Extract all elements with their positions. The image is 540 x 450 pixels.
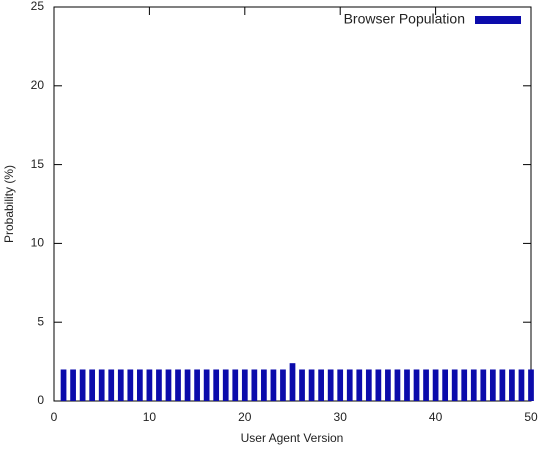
bar xyxy=(79,369,86,401)
bar xyxy=(146,369,153,401)
bar xyxy=(394,369,401,401)
legend-swatch xyxy=(475,16,521,24)
bar xyxy=(451,369,458,401)
bar xyxy=(404,369,410,401)
y-tick-label: 15 xyxy=(31,157,45,171)
bar xyxy=(232,369,239,401)
bar xyxy=(261,369,267,401)
bar xyxy=(184,369,191,401)
bar xyxy=(385,369,391,401)
bar xyxy=(108,369,115,401)
legend-label: Browser Population xyxy=(344,11,465,27)
bar xyxy=(165,369,172,401)
bar xyxy=(518,369,525,401)
y-tick-label: 25 xyxy=(31,0,45,13)
y-tick-label: 10 xyxy=(31,236,45,250)
bar xyxy=(280,369,286,401)
x-tick-label: 40 xyxy=(429,410,443,424)
x-tick-label: 0 xyxy=(51,410,58,424)
y-tick-label: 5 xyxy=(37,314,44,328)
plot-frame xyxy=(53,6,532,402)
bar xyxy=(98,369,105,401)
bar xyxy=(461,369,468,401)
bar xyxy=(375,369,382,401)
x-tick-label: 10 xyxy=(143,410,157,424)
bar xyxy=(423,369,429,401)
bar xyxy=(365,369,372,401)
bar xyxy=(509,369,515,401)
y-tick-label: 20 xyxy=(31,78,45,92)
bar xyxy=(499,369,506,401)
bar xyxy=(136,369,143,401)
bar xyxy=(327,369,334,401)
bar xyxy=(308,369,315,401)
bar xyxy=(117,369,124,401)
bar xyxy=(346,369,353,401)
bar xyxy=(203,369,210,401)
bar xyxy=(251,369,258,401)
bar xyxy=(270,369,277,401)
x-tick-label: 20 xyxy=(238,410,252,424)
bar xyxy=(175,369,181,401)
bar xyxy=(299,369,305,401)
bar xyxy=(89,369,96,401)
bar xyxy=(432,369,439,401)
y-axis-label: Probability (%) xyxy=(2,165,16,243)
y-tick-label: 0 xyxy=(37,393,44,407)
bar xyxy=(156,369,162,401)
bar xyxy=(289,363,296,401)
bar xyxy=(337,369,344,401)
bar xyxy=(241,369,248,401)
bar xyxy=(213,369,220,401)
bar xyxy=(489,369,496,401)
bar xyxy=(194,369,200,401)
bar xyxy=(470,369,477,401)
bar xyxy=(222,369,229,401)
bar xyxy=(442,369,449,401)
x-tick-label: 30 xyxy=(334,410,348,424)
bar xyxy=(318,369,324,401)
x-tick-label: 50 xyxy=(524,410,538,424)
bar xyxy=(60,369,67,401)
bar xyxy=(413,369,420,401)
bar xyxy=(356,369,363,401)
bar xyxy=(70,369,76,401)
x-axis-label: User Agent Version xyxy=(241,431,344,445)
bar xyxy=(528,369,534,401)
bar xyxy=(127,369,134,401)
bar xyxy=(480,369,487,401)
